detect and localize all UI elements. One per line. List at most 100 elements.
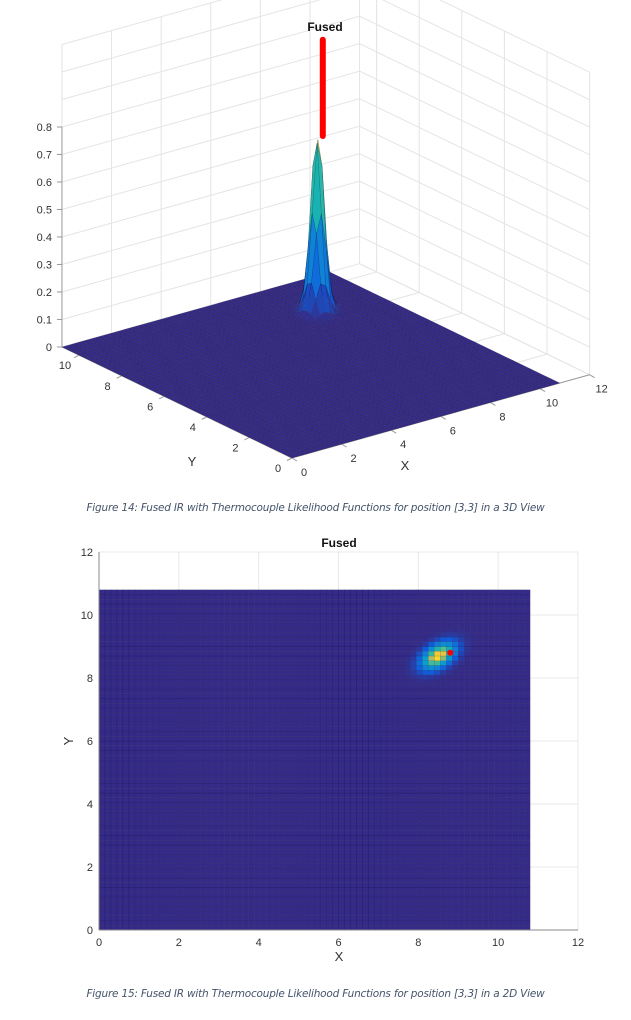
heatmap-cell xyxy=(98,825,106,831)
grid-line xyxy=(359,15,590,128)
heatmap-cell xyxy=(206,769,213,775)
heatmap-cell xyxy=(212,712,219,718)
heatmap-cell xyxy=(110,641,118,647)
heatmap-cell xyxy=(224,925,231,931)
heatmap-cell xyxy=(104,915,112,921)
heatmap-cell xyxy=(200,669,207,676)
heatmap-cell xyxy=(116,755,124,761)
heatmap-cell xyxy=(212,736,219,742)
heatmap-cell xyxy=(140,811,148,817)
heatmap-cell xyxy=(104,688,112,694)
heatmap-cell xyxy=(134,840,142,846)
heatmap-cell xyxy=(194,910,201,917)
box-edge xyxy=(61,0,223,45)
heatmap-cell xyxy=(122,925,130,931)
heatmap-cell xyxy=(254,684,261,690)
heatmap-cell xyxy=(164,769,172,775)
heatmap-cell xyxy=(158,636,166,642)
heatmap-cell xyxy=(158,901,166,907)
heatmap-cell xyxy=(158,788,166,794)
heatmap-cell xyxy=(140,669,148,676)
heatmap-cell xyxy=(176,651,184,657)
heatmap-cell xyxy=(218,603,225,609)
heatmap-cell xyxy=(248,674,255,680)
heatmap-cell xyxy=(134,825,142,831)
heatmap-cell xyxy=(188,627,195,633)
heatmap-cell xyxy=(224,703,231,709)
heatmap-cell xyxy=(248,669,255,676)
heatmap-cell xyxy=(152,721,160,728)
heatmap-cell xyxy=(218,627,225,633)
heatmap-cell xyxy=(248,665,255,671)
heatmap-cell xyxy=(122,674,130,680)
heatmap-cell xyxy=(206,825,213,831)
heatmap-cell xyxy=(200,773,207,780)
heatmap-cell xyxy=(242,778,249,784)
heatmap-cell xyxy=(194,915,201,921)
heatmap-cell xyxy=(170,589,178,595)
heatmap-cell xyxy=(200,750,207,756)
surface-cell xyxy=(282,296,292,301)
heatmap-cell xyxy=(200,816,207,822)
heatmap-cell xyxy=(152,651,160,657)
heatmap-cell xyxy=(188,778,195,784)
heatmap-cell xyxy=(164,731,172,737)
heatmap-cell xyxy=(224,665,231,671)
heatmap-cell xyxy=(176,788,184,794)
heatmap-cell xyxy=(224,778,231,784)
heatmap-cell xyxy=(242,599,249,605)
heatmap-cell xyxy=(146,750,154,756)
heatmap-cell xyxy=(110,868,118,874)
heatmap-cell xyxy=(176,721,184,728)
heatmap-cell xyxy=(146,665,154,671)
heatmap-cell xyxy=(176,608,184,614)
heatmap-cell xyxy=(248,750,255,756)
heatmap-cell xyxy=(188,712,195,718)
heatmap-cell xyxy=(110,665,118,671)
heatmap-cell xyxy=(128,608,136,614)
heatmap-cell xyxy=(248,745,255,751)
heatmap-cell xyxy=(194,632,201,638)
heatmap-cell xyxy=(146,873,154,879)
heatmap-cell xyxy=(158,844,166,850)
heatmap-cell xyxy=(146,717,154,723)
heatmap-cell xyxy=(206,802,213,808)
heatmap-cell xyxy=(230,769,237,775)
heatmap-cell xyxy=(146,721,154,728)
heatmap-cell xyxy=(260,887,267,893)
heatmap-cell xyxy=(194,896,201,902)
heatmap-cell xyxy=(110,627,118,633)
heatmap-cell xyxy=(170,811,178,817)
heatmap-cell xyxy=(128,840,136,846)
heatmap-cell xyxy=(188,896,195,902)
heatmap-cell xyxy=(194,726,201,732)
heatmap-cell xyxy=(248,707,255,713)
heatmap-cell xyxy=(146,703,154,709)
heatmap-cell xyxy=(206,873,213,879)
heatmap-cell xyxy=(110,887,118,893)
heatmap-cell xyxy=(200,873,207,879)
heatmap-cell xyxy=(104,646,112,652)
heatmap-cell xyxy=(176,622,184,628)
heatmap-cell xyxy=(200,802,207,808)
heatmap-cell xyxy=(236,745,243,751)
heatmap-cell xyxy=(128,788,136,794)
heatmap-cell xyxy=(236,906,243,912)
heatmap-cell xyxy=(140,792,148,798)
heatmap-cell xyxy=(224,792,231,798)
heatmap-cell xyxy=(158,608,166,614)
heatmap-cell xyxy=(128,844,136,850)
heatmap-cell xyxy=(116,622,124,628)
heatmap-cell xyxy=(176,840,184,846)
heatmap-cell xyxy=(170,622,178,628)
heatmap-cell xyxy=(188,726,195,732)
heatmap-cell xyxy=(110,655,118,661)
heatmap-cell xyxy=(104,618,112,624)
heatmap-cell xyxy=(176,773,184,780)
heatmap-cell xyxy=(218,925,225,931)
heatmap-cell xyxy=(104,660,112,666)
heatmap-cell xyxy=(188,825,195,831)
heatmap-cell xyxy=(176,858,184,865)
grid-line xyxy=(61,70,360,155)
heatmap-cell xyxy=(200,603,207,609)
